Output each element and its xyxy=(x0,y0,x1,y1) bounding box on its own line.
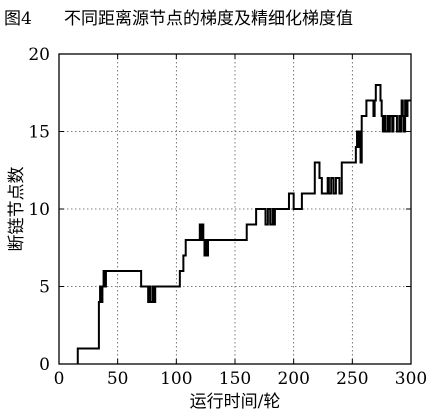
x-tick-label: 300 xyxy=(395,369,427,389)
x-axis-label: 运行时间/轮 xyxy=(190,392,281,412)
x-tick-label: 250 xyxy=(336,369,368,389)
y-tick-label: 0 xyxy=(39,355,50,375)
x-tick-label: 200 xyxy=(277,369,309,389)
figure-caption-text: 不同距离源节点的梯度及精细化梯度值 xyxy=(64,9,353,29)
x-tick-label: 50 xyxy=(107,369,129,389)
grid-lines xyxy=(59,54,411,364)
figure-label: 图4 xyxy=(4,9,32,29)
series-line xyxy=(76,84,411,364)
y-tick-label: 5 xyxy=(39,278,50,298)
x-axis-ticks: 0 50 100 150 200 250 300 xyxy=(54,54,427,389)
y-axis-label: 断链节点数 xyxy=(7,167,27,252)
y-tick-label: 15 xyxy=(28,123,50,143)
y-tick-label: 10 xyxy=(28,200,50,220)
y-axis-ticks: 0 5 10 15 20 xyxy=(28,45,411,375)
series-layer xyxy=(76,84,411,364)
x-tick-label: 0 xyxy=(54,369,65,389)
y-tick-label: 20 xyxy=(28,45,50,65)
x-tick-label: 100 xyxy=(160,369,192,389)
x-tick-label: 150 xyxy=(219,369,251,389)
